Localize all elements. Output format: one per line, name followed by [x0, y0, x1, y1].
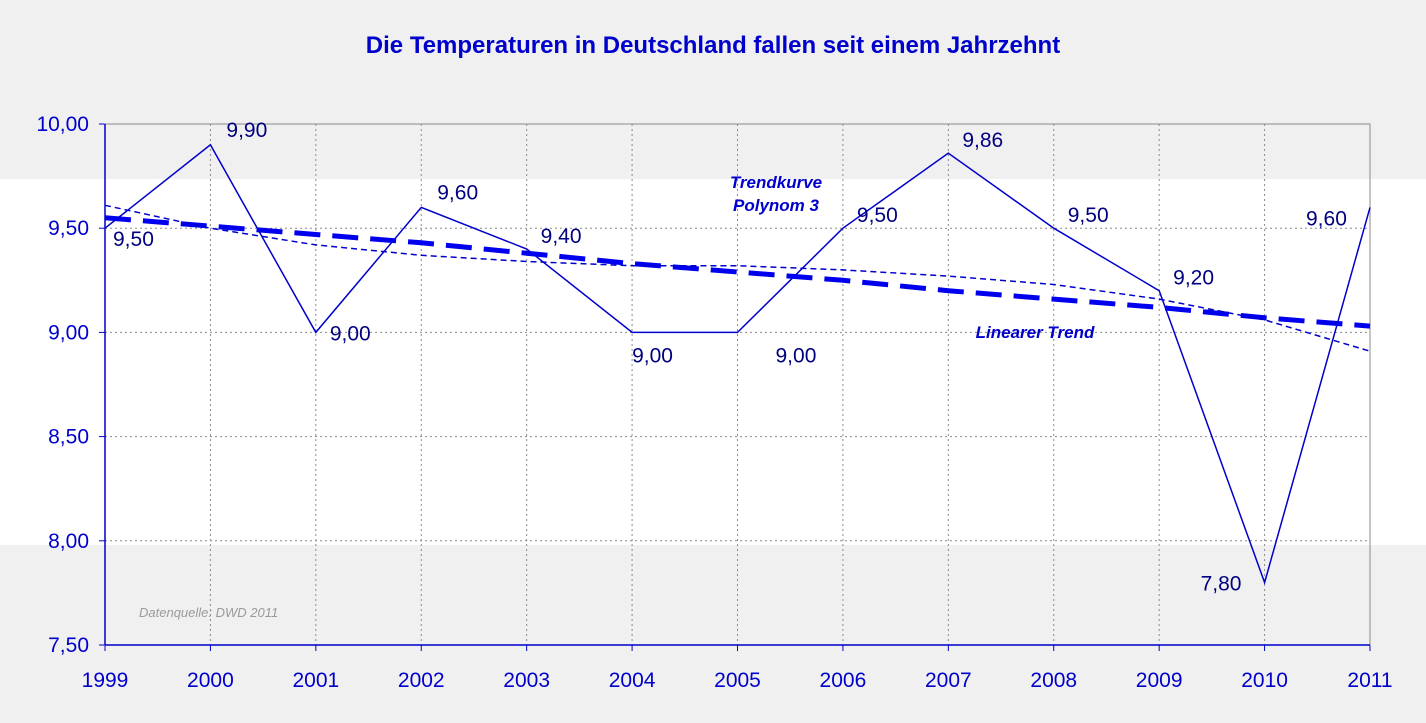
x-tick-label: 2003: [503, 669, 550, 692]
polynomial-trend-line: [104, 204, 1371, 352]
y-tick-label: 8,00: [48, 530, 89, 553]
data-label: 9,50: [1068, 204, 1109, 227]
x-tick-label: 2001: [292, 669, 339, 692]
data-label: 9,60: [1306, 207, 1347, 230]
x-tick-label: 2004: [609, 669, 656, 692]
data-label: 9,86: [962, 129, 1003, 152]
x-tick-label: 2009: [1136, 669, 1183, 692]
data-label: 9,50: [857, 204, 898, 227]
y-tick-label: 9,00: [48, 321, 89, 344]
source-note: Datenquelle: DWD 2011: [139, 605, 278, 620]
x-tick-label: 2011: [1347, 669, 1392, 692]
data-label: 9,50: [113, 228, 154, 251]
x-tick-label: 2006: [820, 669, 867, 692]
data-label: 9,00: [330, 322, 371, 345]
data-label: 9,20: [1173, 267, 1214, 290]
polynomial-trend-label: Trendkurve: [730, 173, 822, 192]
data-label: 9,40: [541, 225, 582, 248]
data-label: 7,80: [1201, 572, 1242, 595]
y-tick-label: 9,50: [48, 217, 89, 240]
x-tick-label: 2000: [187, 669, 234, 692]
y-tick-label: 7,50: [48, 634, 89, 657]
linear-trend-label: Linearer Trend: [976, 323, 1095, 342]
temperature-line: [104, 143, 1371, 585]
x-tick-label: 2002: [398, 669, 445, 692]
linear-trend-line: [104, 215, 1371, 329]
y-tick-label: 10,00: [36, 113, 89, 136]
x-tick-label: 1999: [82, 669, 129, 692]
x-tick-label: 2008: [1030, 669, 1077, 692]
x-tick-label: 2010: [1241, 669, 1288, 692]
data-label: 9,60: [437, 181, 478, 204]
y-tick-label: 8,50: [48, 426, 89, 449]
chart-title: Die Temperaturen in Deutschland fallen s…: [365, 32, 1061, 59]
data-label: 9,00: [632, 344, 673, 367]
data-label: 9,90: [226, 119, 267, 142]
polynomial-trend-label: Polynom 3: [733, 196, 820, 215]
x-tick-label: 2005: [714, 669, 761, 692]
x-tick-label: 2007: [925, 669, 972, 692]
data-label: 9,00: [776, 344, 817, 367]
